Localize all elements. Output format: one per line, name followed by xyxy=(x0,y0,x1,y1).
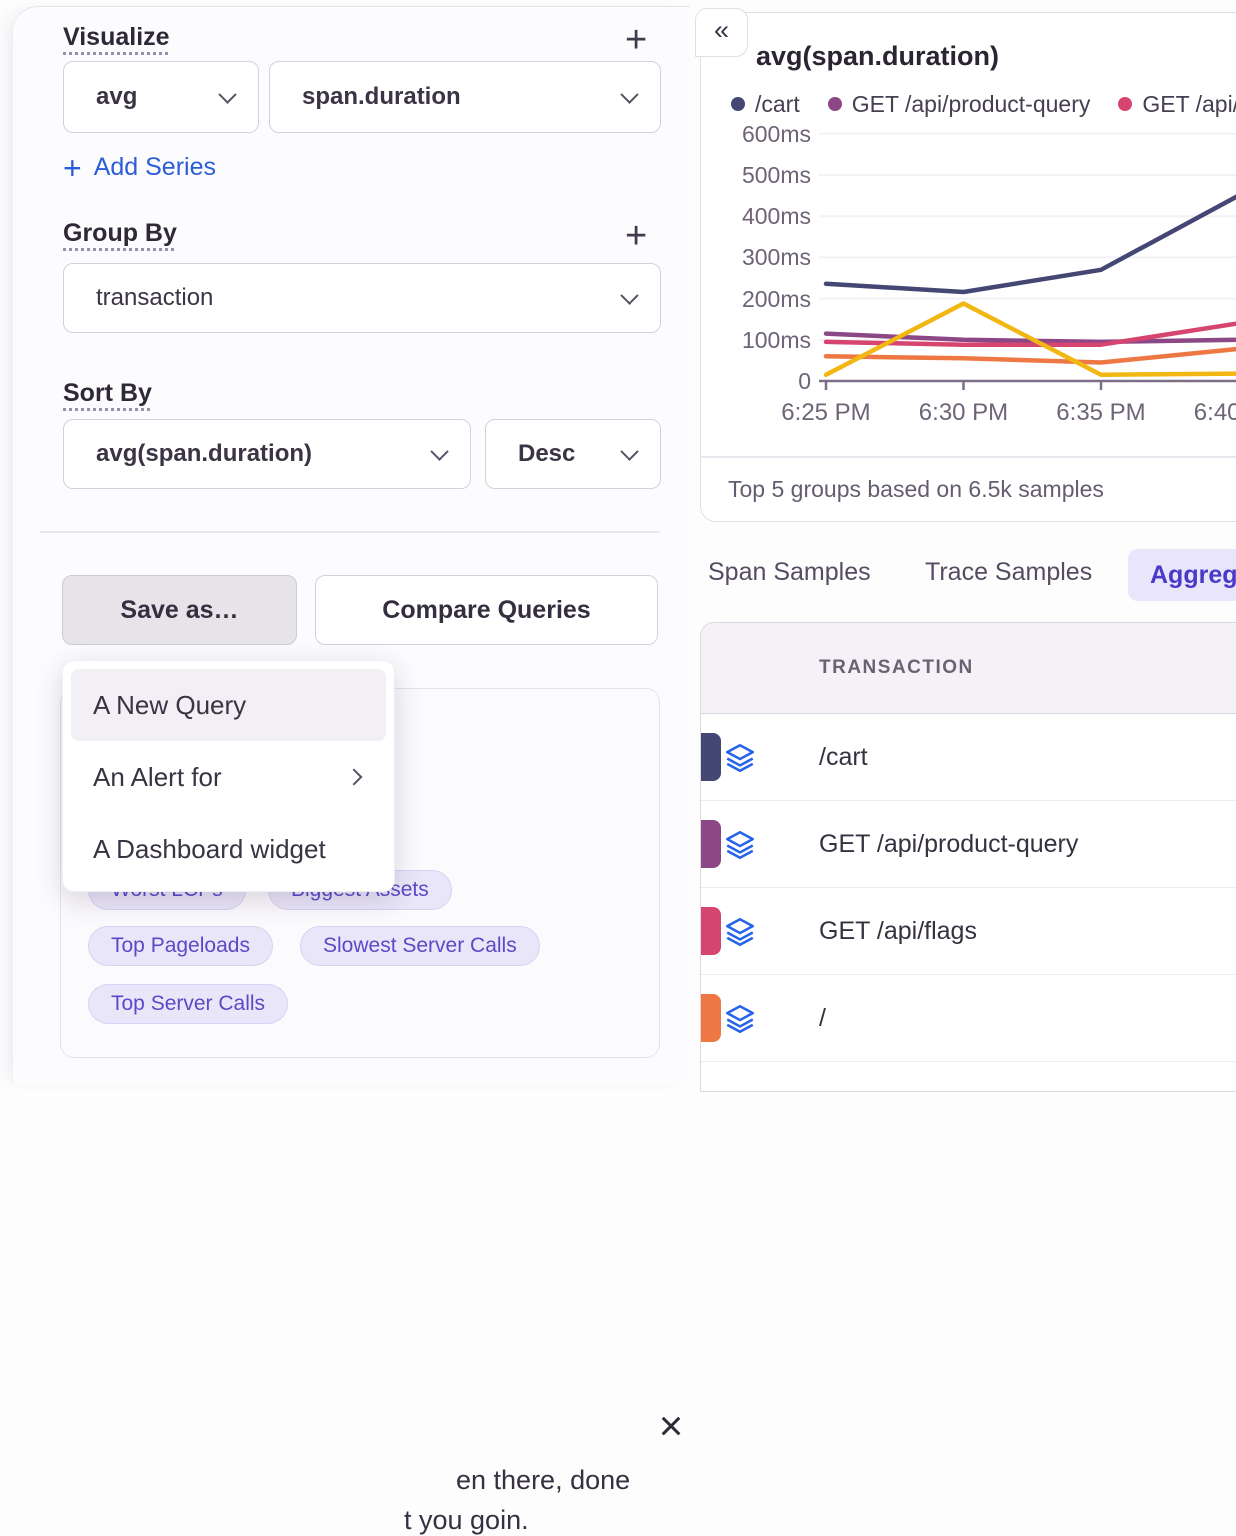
chevron-down-icon xyxy=(430,442,448,460)
section-divider xyxy=(40,531,660,533)
chart-line xyxy=(826,349,1236,363)
suggested-query-chip[interactable]: Top Server Calls xyxy=(88,984,288,1024)
layers-icon xyxy=(723,915,757,949)
group-by-select[interactable]: transaction xyxy=(63,263,661,333)
transaction-name: /cart xyxy=(819,743,868,772)
table-row[interactable]: GET /api/flags xyxy=(701,888,1236,975)
tab-span-samples[interactable]: Span Samples xyxy=(708,558,871,587)
save-as-menu: A New Query An Alert for A Dashboard wid… xyxy=(62,660,395,892)
save-as-button[interactable]: Save as… xyxy=(62,575,297,645)
series-color-bar xyxy=(700,820,721,868)
field-select-value: span.duration xyxy=(302,83,461,111)
chart-card: avg(span.duration) /cart GET /api/produc… xyxy=(700,12,1236,522)
table-row[interactable]: / xyxy=(701,975,1236,1062)
line-chart[interactable] xyxy=(701,13,1236,522)
series-color-bar xyxy=(700,907,721,955)
chevron-down-icon xyxy=(620,85,638,103)
x-axis-tick: 6:35 PM xyxy=(1031,399,1171,427)
close-icon[interactable]: × xyxy=(649,1404,693,1448)
chevron-right-icon xyxy=(346,769,363,786)
suggested-query-chip[interactable]: Top Pageloads xyxy=(88,926,273,966)
promo-text-line1: en there, done xyxy=(456,1465,630,1496)
chevron-down-icon xyxy=(620,286,638,304)
transaction-name: GET /api/flags xyxy=(819,917,977,946)
collapse-panel-button[interactable]: « xyxy=(695,8,748,57)
field-select[interactable]: span.duration xyxy=(269,61,661,133)
group-by-select-value: transaction xyxy=(96,284,213,312)
menu-item-label: A New Query xyxy=(93,690,246,721)
transaction-name: / xyxy=(819,1004,826,1033)
sort-direction-value: Desc xyxy=(518,440,575,468)
tab-aggregates[interactable]: Aggregates xyxy=(1128,549,1236,601)
sort-direction-select[interactable]: Desc xyxy=(485,419,661,489)
series-color-bar xyxy=(700,994,721,1042)
group-by-label: Group By xyxy=(63,219,177,248)
layers-icon xyxy=(723,828,757,862)
aggregate-select-value: avg xyxy=(96,83,137,111)
menu-item-label: An Alert for xyxy=(93,762,222,793)
tab-trace-samples[interactable]: Trace Samples xyxy=(925,558,1092,587)
add-group-by-icon[interactable]: + xyxy=(625,221,647,251)
plus-icon: + xyxy=(63,155,82,181)
series-color-bar xyxy=(700,733,721,781)
chevron-down-icon xyxy=(620,442,638,460)
chart-line xyxy=(826,196,1236,292)
x-axis-tick: 6:30 PM xyxy=(894,399,1034,427)
transaction-name: GET /api/product-query xyxy=(819,830,1078,859)
add-series-label: Add Series xyxy=(94,153,216,182)
visualize-label: Visualize xyxy=(63,23,170,52)
layers-icon xyxy=(723,741,757,775)
menu-item-alert[interactable]: An Alert for xyxy=(71,741,386,813)
compare-queries-button[interactable]: Compare Queries xyxy=(315,575,658,645)
x-axis-tick: 6:25 PM xyxy=(756,399,896,427)
x-axis-tick: 6:40 PM xyxy=(1169,399,1236,427)
table-header-transaction[interactable]: TRANSACTION xyxy=(701,623,1236,714)
chevron-down-icon xyxy=(218,85,236,103)
aggregates-table: TRANSACTION /cart GET /api/product-query… xyxy=(700,622,1236,1092)
sort-field-select-value: avg(span.duration) xyxy=(96,440,312,468)
aggregate-select[interactable]: avg xyxy=(63,61,259,133)
table-row[interactable]: /cart xyxy=(701,714,1236,801)
menu-item-dashboard-widget[interactable]: A Dashboard widget xyxy=(71,813,386,885)
add-visualize-icon[interactable]: + xyxy=(625,25,647,55)
add-series-button[interactable]: + Add Series xyxy=(63,153,216,182)
table-row[interactable]: GET /api/product-query xyxy=(701,801,1236,888)
menu-item-new-query[interactable]: A New Query xyxy=(71,669,386,741)
layers-icon xyxy=(723,1002,757,1036)
sort-field-select[interactable]: avg(span.duration) xyxy=(63,419,471,489)
promo-text-line2: t you goin. xyxy=(404,1505,529,1536)
chart-footer-text: Top 5 groups based on 6.5k samples xyxy=(728,456,1104,522)
sort-by-label: Sort By xyxy=(63,379,152,408)
menu-item-label: A Dashboard widget xyxy=(93,834,326,865)
suggested-query-chip[interactable]: Slowest Server Calls xyxy=(300,926,540,966)
